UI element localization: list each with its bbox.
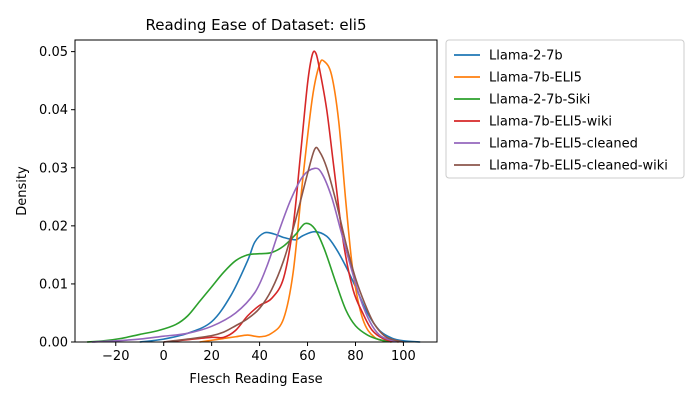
series-lines: [86, 50, 421, 343]
series-line-2: [199, 59, 392, 343]
legend-label: Llama-7b-ELI5-cleaned: [489, 137, 638, 152]
x-axis-label: Flesch Reading Ease: [189, 372, 322, 387]
legend-label: Llama-2-7b: [489, 49, 563, 64]
y-axis-label: Density: [15, 166, 30, 216]
y-axis-ticks: 0.00 0.01 0.02 0.03 0.04 0.05: [39, 45, 75, 351]
y-tick-label: 0.04: [39, 103, 68, 118]
x-tick-label: 80: [347, 349, 364, 364]
y-tick-label: 0.01: [39, 277, 68, 292]
x-tick-label: 40: [251, 349, 268, 364]
chart-title: Reading Ease of Dataset: eli5: [145, 16, 366, 34]
series-line-4: [163, 50, 399, 343]
x-tick-label: −20: [102, 349, 129, 364]
legend: Llama-2-7b Llama-7b-ELI5 Llama-2-7b-Siki Ll…: [445, 39, 685, 179]
plot-area: −20 0 20 40 60 80 100 0.00 0.01 0.02 0.03 0.04 0.05: [39, 39, 438, 364]
x-tick-label: 0: [160, 349, 168, 364]
legend-box: [445, 39, 685, 179]
y-tick-label: 0.05: [39, 45, 68, 60]
series-line-5: [91, 167, 404, 343]
series-line-6: [163, 146, 404, 343]
y-tick-label: 0.02: [39, 219, 68, 234]
legend-label: Llama-2-7b-Siki: [489, 93, 590, 108]
legend-label: Llama-7b-ELI5-wiki: [489, 115, 612, 130]
plot-frame: [74, 39, 438, 343]
series-line-3: [86, 222, 392, 343]
legend-label: Llama-7b-ELI5-cleaned-wiki: [489, 159, 668, 174]
x-axis-ticks: −20 0 20 40 60 80 100: [102, 342, 416, 364]
x-tick-label: 60: [299, 349, 316, 364]
x-tick-label: 20: [203, 349, 220, 364]
legend-items: Llama-2-7b Llama-7b-ELI5 Llama-2-7b-Siki Ll…: [454, 49, 668, 174]
y-tick-label: 0.00: [39, 336, 68, 351]
legend-label: Llama-7b-ELI5: [489, 71, 582, 86]
x-tick-label: 100: [391, 349, 416, 364]
y-tick-label: 0.03: [39, 161, 68, 176]
